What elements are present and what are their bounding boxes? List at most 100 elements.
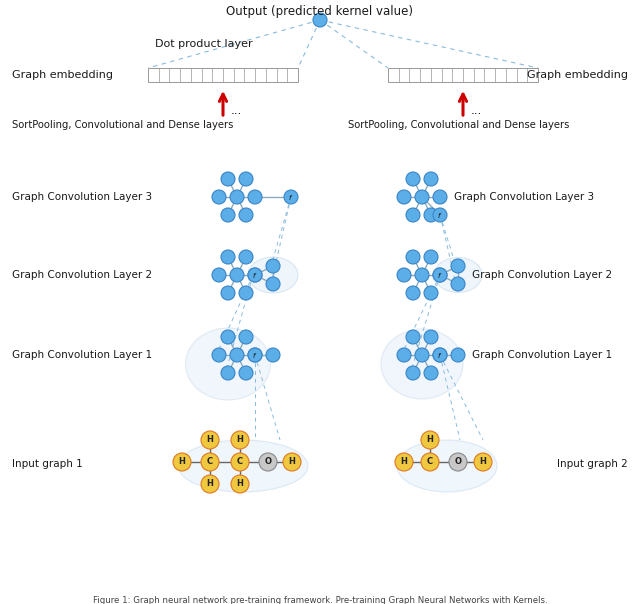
Text: H: H	[179, 457, 186, 466]
Circle shape	[239, 208, 253, 222]
Text: H: H	[237, 480, 243, 489]
Text: $\mathit{f}$: $\mathit{f}$	[289, 193, 294, 202]
Text: H: H	[401, 457, 408, 466]
Circle shape	[424, 330, 438, 344]
Circle shape	[424, 172, 438, 186]
Circle shape	[231, 431, 249, 449]
Circle shape	[406, 250, 420, 264]
Text: Input graph 2: Input graph 2	[557, 459, 628, 469]
Circle shape	[239, 330, 253, 344]
Text: H: H	[479, 457, 486, 466]
Text: H: H	[427, 435, 433, 445]
Circle shape	[221, 208, 235, 222]
Circle shape	[201, 475, 219, 493]
Text: Input graph 1: Input graph 1	[12, 459, 83, 469]
Ellipse shape	[397, 440, 497, 492]
Bar	[148, 68, 298, 82]
Circle shape	[248, 268, 262, 282]
Text: O: O	[264, 457, 271, 466]
Circle shape	[415, 348, 429, 362]
Text: $\mathit{f}$: $\mathit{f}$	[437, 271, 443, 280]
Circle shape	[230, 268, 244, 282]
Text: Figure 1: Graph neural network pre-training framework. Pre-training Graph Neural: Figure 1: Graph neural network pre-train…	[93, 596, 547, 604]
Circle shape	[283, 453, 301, 471]
Circle shape	[397, 268, 411, 282]
FancyArrowPatch shape	[220, 94, 227, 115]
Circle shape	[221, 172, 235, 186]
Text: Output (predicted kernel value): Output (predicted kernel value)	[227, 5, 413, 18]
Circle shape	[433, 208, 447, 222]
Circle shape	[212, 348, 226, 362]
Text: $\mathit{f}$: $\mathit{f}$	[252, 271, 258, 280]
Circle shape	[212, 190, 226, 204]
Circle shape	[433, 268, 447, 282]
Text: ...: ...	[471, 103, 483, 117]
Circle shape	[424, 250, 438, 264]
Circle shape	[212, 268, 226, 282]
Ellipse shape	[248, 257, 298, 293]
Text: C: C	[237, 457, 243, 466]
Circle shape	[221, 250, 235, 264]
Circle shape	[259, 453, 277, 471]
Circle shape	[406, 330, 420, 344]
Circle shape	[266, 348, 280, 362]
Circle shape	[451, 259, 465, 273]
Circle shape	[415, 268, 429, 282]
Ellipse shape	[434, 257, 482, 292]
Text: C: C	[427, 457, 433, 466]
Circle shape	[433, 348, 447, 362]
Circle shape	[248, 190, 262, 204]
Circle shape	[221, 286, 235, 300]
Circle shape	[173, 453, 191, 471]
Circle shape	[433, 348, 447, 362]
Text: Graph Convolution Layer 2: Graph Convolution Layer 2	[12, 270, 152, 280]
Circle shape	[248, 348, 262, 362]
Circle shape	[221, 330, 235, 344]
Text: Graph Convolution Layer 3: Graph Convolution Layer 3	[454, 192, 594, 202]
Text: H: H	[207, 480, 213, 489]
Text: Graph embedding: Graph embedding	[12, 70, 113, 80]
Circle shape	[284, 190, 298, 204]
Text: SortPooling, Convolutional and Dense layers: SortPooling, Convolutional and Dense lay…	[348, 120, 570, 130]
Circle shape	[201, 431, 219, 449]
Circle shape	[231, 453, 249, 471]
Circle shape	[449, 453, 467, 471]
Bar	[388, 68, 538, 82]
Circle shape	[231, 475, 249, 493]
FancyArrowPatch shape	[460, 94, 467, 115]
Circle shape	[433, 190, 447, 204]
Circle shape	[239, 172, 253, 186]
Circle shape	[406, 366, 420, 380]
Circle shape	[239, 250, 253, 264]
Circle shape	[433, 268, 447, 282]
Text: Dot product layer: Dot product layer	[155, 39, 253, 49]
Text: H: H	[289, 457, 296, 466]
Circle shape	[406, 208, 420, 222]
Circle shape	[313, 13, 327, 27]
Ellipse shape	[178, 440, 308, 492]
Circle shape	[406, 172, 420, 186]
Circle shape	[406, 286, 420, 300]
Text: $\mathit{f}$: $\mathit{f}$	[252, 350, 258, 359]
Circle shape	[230, 190, 244, 204]
Text: ...: ...	[231, 103, 243, 117]
Text: SortPooling, Convolutional and Dense layers: SortPooling, Convolutional and Dense lay…	[12, 120, 234, 130]
Circle shape	[239, 286, 253, 300]
Text: Graph Convolution Layer 3: Graph Convolution Layer 3	[12, 192, 152, 202]
Text: O: O	[454, 457, 461, 466]
Circle shape	[201, 453, 219, 471]
Circle shape	[239, 366, 253, 380]
Circle shape	[230, 348, 244, 362]
Text: $\mathit{f}$: $\mathit{f}$	[437, 211, 443, 219]
Circle shape	[397, 348, 411, 362]
Circle shape	[415, 190, 429, 204]
Circle shape	[451, 348, 465, 362]
Circle shape	[424, 286, 438, 300]
Circle shape	[397, 190, 411, 204]
Circle shape	[266, 277, 280, 291]
Circle shape	[221, 366, 235, 380]
Text: H: H	[207, 435, 213, 445]
Circle shape	[451, 277, 465, 291]
Circle shape	[421, 453, 439, 471]
Circle shape	[424, 208, 438, 222]
